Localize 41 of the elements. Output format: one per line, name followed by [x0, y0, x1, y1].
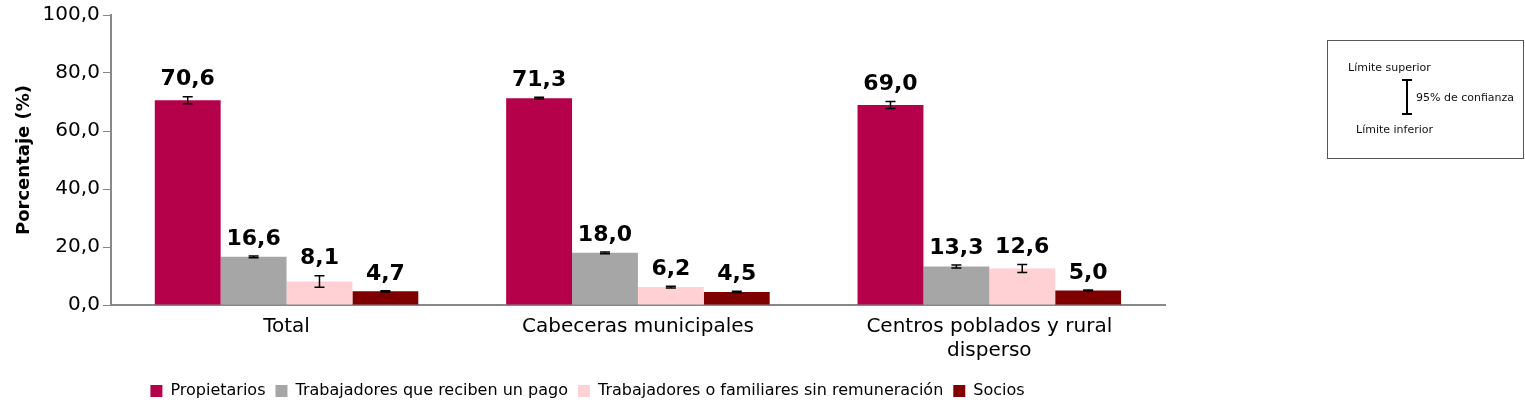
data-label: 13,3 — [929, 233, 984, 259]
text: Límite inferior — [1356, 123, 1434, 136]
bar — [506, 98, 573, 305]
data-label: 69,0 — [863, 70, 918, 96]
bar — [220, 256, 287, 305]
bar — [703, 291, 770, 305]
y-tick-label: 0,0 — [68, 291, 100, 316]
data-label: 16,6 — [226, 224, 281, 250]
y-tick-label: 60,0 — [55, 117, 100, 142]
legend-label: Trabajadores o familiares sin remuneración — [596, 380, 944, 400]
bar — [352, 291, 419, 305]
data-label: 4,5 — [717, 260, 757, 286]
y-tick-label: 100,0 — [42, 1, 100, 26]
y-tick-label: 40,0 — [55, 175, 100, 200]
y-tick-label: 80,0 — [55, 59, 100, 84]
bar — [154, 100, 221, 305]
text: 95% de confianza — [1416, 91, 1515, 104]
x-tick-label: Total — [262, 313, 310, 338]
bar — [286, 281, 353, 305]
data-label: 71,3 — [511, 66, 567, 92]
y-tick-label: 20,0 — [55, 233, 100, 258]
x-tick-label: Cabeceras municipales — [521, 313, 754, 338]
legend-label: Trabajadores que reciben un pago — [294, 380, 568, 400]
legend-label: Propietarios — [170, 380, 266, 400]
text: Límite superior — [1348, 61, 1431, 74]
data-label: 6,2 — [651, 254, 691, 280]
data-label: 70,6 — [160, 65, 215, 91]
legend-label: Socios — [973, 380, 1025, 400]
data-label: 12,6 — [995, 233, 1050, 259]
bar — [989, 268, 1056, 305]
bar — [1055, 290, 1122, 305]
x-tick-label: Centros poblados y rural disperso — [866, 313, 1113, 362]
y-axis-title: Porcentaje (%) — [12, 84, 34, 236]
data-label: 4,7 — [365, 259, 405, 285]
bar — [572, 252, 638, 305]
data-label: 5,0 — [1068, 258, 1108, 284]
bar — [857, 104, 924, 305]
bar — [923, 266, 990, 305]
bar — [637, 287, 704, 305]
data-label: 8,1 — [300, 244, 339, 270]
data-label: 18,0 — [577, 220, 633, 246]
